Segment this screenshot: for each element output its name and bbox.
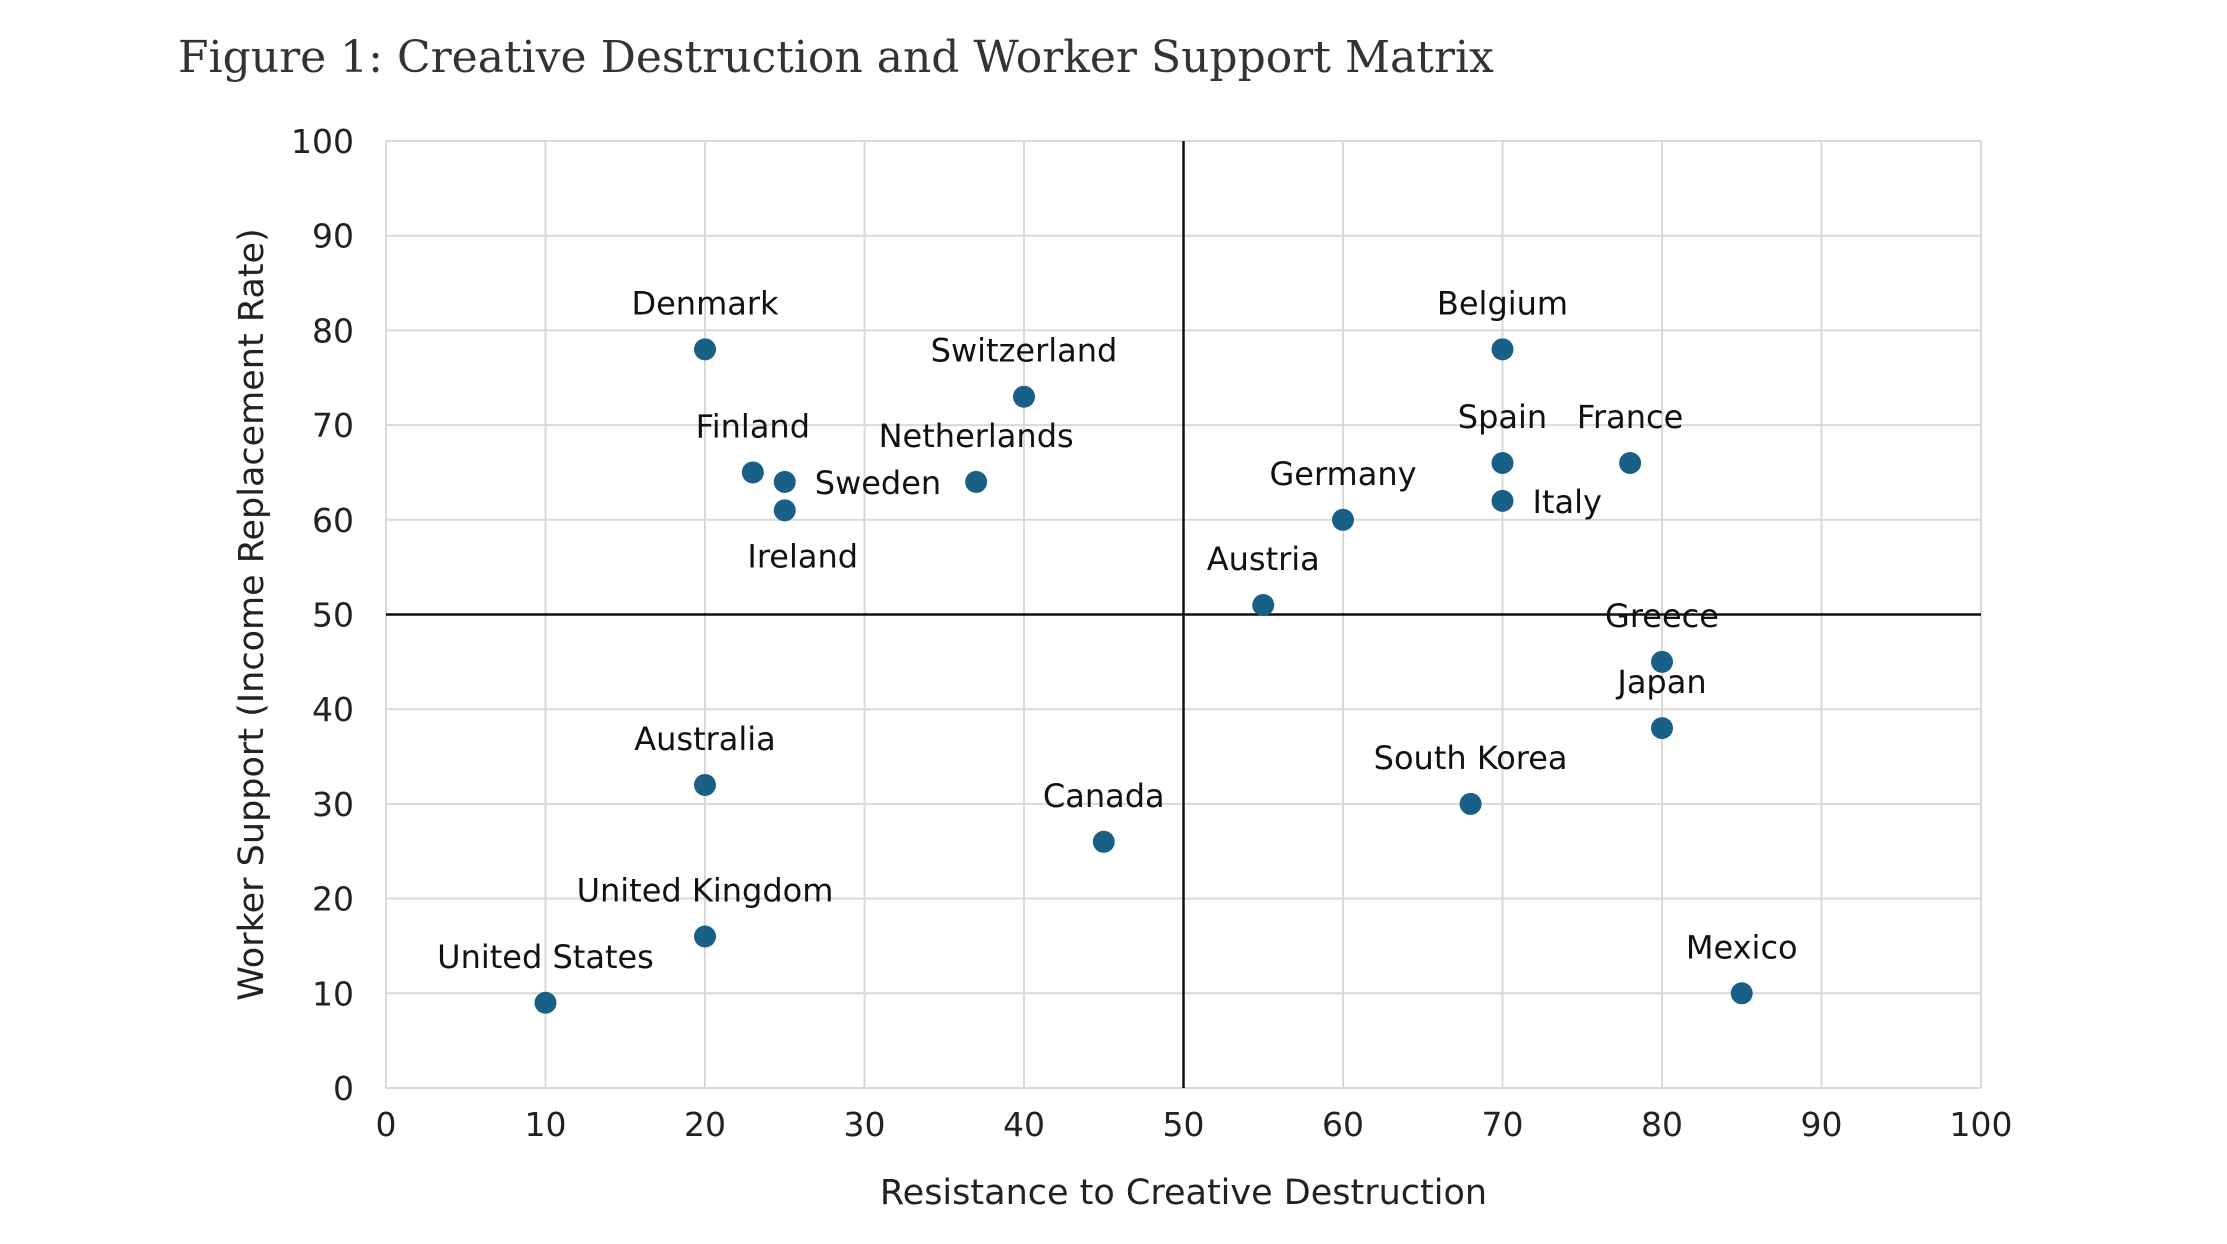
point-label: France xyxy=(1577,398,1683,436)
point-label: Denmark xyxy=(631,284,779,322)
data-point xyxy=(1619,451,1642,474)
y-tick-label: 100 xyxy=(291,122,354,161)
data-point xyxy=(1491,489,1514,512)
x-tick-label: 50 xyxy=(1163,1105,1205,1144)
data-point xyxy=(534,991,557,1014)
point-labels: Denmark Switzerland Finland Netherlands Swed… xyxy=(437,284,1797,975)
data-point xyxy=(1730,982,1753,1005)
x-tick-label: 20 xyxy=(684,1105,726,1144)
x-tick-label: 30 xyxy=(844,1105,886,1144)
point-label: Sweden xyxy=(815,464,941,502)
point-label: Greece xyxy=(1605,597,1719,635)
data-point xyxy=(1651,717,1673,740)
data-point xyxy=(1252,594,1275,617)
data-point xyxy=(694,773,716,796)
data-point xyxy=(1491,451,1514,474)
y-tick-label: 70 xyxy=(312,406,354,445)
y-tick-label: 0 xyxy=(333,1069,354,1108)
point-label: Switzerland xyxy=(931,332,1118,370)
x-tick-label: 60 xyxy=(1322,1105,1364,1144)
axis-tick-labels: 0 10 20 30 40 50 60 70 80 90 100 0 10 20 30 40 50 60 70 80 9… xyxy=(291,122,2013,1144)
x-tick-label: 40 xyxy=(1003,1105,1045,1144)
point-label: Spain xyxy=(1458,398,1547,436)
point-label: Finland xyxy=(696,407,810,445)
data-point xyxy=(1459,792,1482,815)
data-point xyxy=(741,461,764,484)
y-tick-label: 40 xyxy=(312,690,354,729)
point-label: Italy xyxy=(1533,483,1602,521)
data-point xyxy=(1092,830,1115,853)
y-tick-label: 10 xyxy=(312,974,354,1013)
data-points xyxy=(534,338,1753,1014)
x-tick-label: 10 xyxy=(525,1105,567,1144)
y-axis-title: Worker Support (Income Replacement Rate) xyxy=(232,228,272,1001)
x-tick-label: 90 xyxy=(1801,1105,1843,1144)
data-point xyxy=(1332,508,1354,531)
point-label: United Kingdom xyxy=(577,871,834,909)
data-point xyxy=(1651,650,1673,673)
reference-lines xyxy=(386,141,1981,1088)
y-tick-label: 30 xyxy=(312,785,354,824)
data-point xyxy=(965,470,988,493)
point-label: United States xyxy=(437,938,654,976)
y-tick-label: 20 xyxy=(312,880,354,919)
point-label: Australia xyxy=(634,720,776,758)
x-tick-label: 0 xyxy=(376,1105,397,1144)
point-label: Mexico xyxy=(1686,928,1798,966)
data-point xyxy=(773,470,796,493)
y-tick-label: 50 xyxy=(312,596,354,635)
x-axis-title: Resistance to Creative Destruction xyxy=(880,1173,1487,1213)
x-tick-label: 80 xyxy=(1641,1105,1683,1144)
data-point xyxy=(694,338,716,361)
point-label: Japan xyxy=(1615,663,1706,701)
point-label: Ireland xyxy=(747,537,858,575)
x-tick-label: 100 xyxy=(1950,1105,2013,1144)
point-label: Canada xyxy=(1043,777,1165,815)
point-label: Austria xyxy=(1207,540,1320,578)
point-label: Belgium xyxy=(1437,284,1568,322)
y-tick-label: 80 xyxy=(312,311,354,350)
data-point xyxy=(1491,338,1514,361)
point-label: Germany xyxy=(1269,455,1416,493)
data-point xyxy=(773,499,796,522)
point-label: South Korea xyxy=(1374,739,1568,777)
data-point xyxy=(1013,385,1035,408)
y-tick-label: 60 xyxy=(312,501,354,540)
point-label: Netherlands xyxy=(879,417,1074,455)
x-tick-label: 70 xyxy=(1482,1105,1524,1144)
axis-titles: Resistance to Creative Destruction Worke… xyxy=(232,228,1487,1213)
y-tick-label: 90 xyxy=(312,217,354,256)
figure-title: Figure 1: Creative Destruction and Worke… xyxy=(178,32,1494,83)
data-point xyxy=(694,925,716,948)
